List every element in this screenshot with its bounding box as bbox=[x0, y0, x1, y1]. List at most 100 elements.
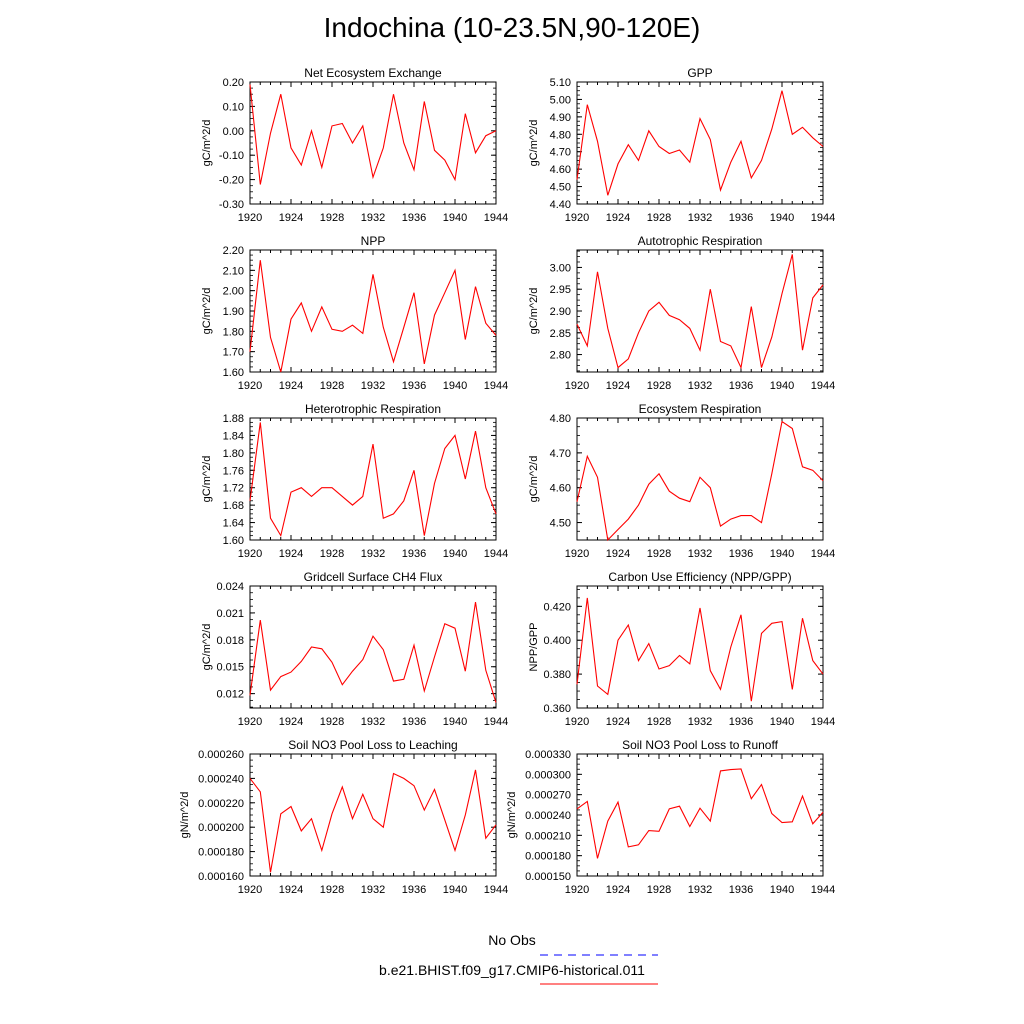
y-tick-label: 1.72 bbox=[223, 483, 244, 495]
plot-frame bbox=[249, 753, 497, 877]
x-tick-label: 1936 bbox=[729, 380, 753, 392]
page-title: Indochina (10-23.5N,90-120E) bbox=[323, 12, 701, 43]
plot-frame bbox=[249, 249, 497, 373]
y-tick-label: 2.90 bbox=[550, 306, 571, 318]
series-line bbox=[249, 602, 497, 703]
chart-title: Ecosystem Respiration bbox=[639, 402, 762, 416]
chart-title: Carbon Use Efficiency (NPP/GPP) bbox=[608, 570, 791, 584]
chart-panel-3: 1920 1924 1928 1932 1936 1940 1944 2.20 2.10 2.00… bbox=[201, 234, 508, 392]
x-tick-label: 1932 bbox=[361, 884, 385, 896]
plot-frame bbox=[576, 753, 824, 877]
plot-frame bbox=[249, 81, 497, 205]
x-tick-label: 1924 bbox=[279, 212, 303, 224]
y-tick-label: 0.000240 bbox=[525, 810, 571, 822]
chart-title: Gridcell Surface CH4 Flux bbox=[304, 570, 443, 584]
x-tick-label: 1920 bbox=[565, 716, 589, 728]
x-tick-label: 1920 bbox=[238, 212, 262, 224]
x-tick-label: 1936 bbox=[402, 884, 426, 896]
y-axis-label: NPP/GPP bbox=[528, 623, 540, 672]
y-tick-label: 0.021 bbox=[216, 608, 244, 620]
y-tick-label: 1.80 bbox=[223, 326, 244, 338]
chart-panel-4: 1920 1924 1928 1932 1936 1940 1944 3.00 2.95 2.90… bbox=[528, 234, 835, 392]
x-tick-label: 1928 bbox=[647, 380, 671, 392]
y-tick-label: 4.80 bbox=[550, 129, 571, 141]
x-tick-label: 1924 bbox=[279, 548, 303, 560]
y-axis-label: gC/m^2/d bbox=[201, 456, 213, 503]
series-line bbox=[249, 260, 497, 373]
y-axis-label: gC/m^2/d bbox=[528, 288, 540, 335]
y-tick-label: 0.000260 bbox=[198, 749, 244, 761]
y-tick-label: 0.420 bbox=[543, 601, 571, 613]
series-line bbox=[576, 90, 824, 196]
y-tick-label: 0.000300 bbox=[525, 769, 571, 781]
y-tick-label: 4.80 bbox=[550, 413, 571, 425]
x-tick-label: 1940 bbox=[770, 548, 794, 560]
y-tick-label: -0.30 bbox=[219, 199, 244, 211]
y-tick-label: 0.360 bbox=[543, 703, 571, 715]
x-tick-label: 1924 bbox=[606, 884, 630, 896]
x-tick-label: 1932 bbox=[688, 548, 712, 560]
y-tick-label: 4.90 bbox=[550, 112, 571, 124]
chart-title: Net Ecosystem Exchange bbox=[304, 66, 442, 80]
series-line bbox=[576, 420, 824, 542]
x-tick-label: 1920 bbox=[238, 716, 262, 728]
series-line bbox=[576, 254, 824, 370]
x-tick-label: 1924 bbox=[606, 380, 630, 392]
x-tick-label: 1940 bbox=[443, 212, 467, 224]
x-tick-label: 1940 bbox=[770, 212, 794, 224]
y-tick-label: 1.84 bbox=[223, 430, 244, 442]
x-tick-label: 1940 bbox=[443, 548, 467, 560]
x-tick-label: 1940 bbox=[443, 716, 467, 728]
y-tick-label: 0.000270 bbox=[525, 790, 571, 802]
y-axis-label: gC/m^2/d bbox=[528, 120, 540, 167]
x-tick-label: 1944 bbox=[811, 380, 835, 392]
chart-panel-8: 1920 1924 1928 1932 1936 1940 1944 0.420 0.400 0.… bbox=[528, 570, 835, 728]
y-tick-label: 1.76 bbox=[223, 465, 244, 477]
series-line bbox=[249, 84, 497, 185]
y-axis-label: gN/m^2/d bbox=[179, 792, 191, 839]
series-line bbox=[576, 768, 824, 859]
y-tick-label: 0.400 bbox=[543, 635, 571, 647]
x-tick-label: 1940 bbox=[770, 716, 794, 728]
y-tick-label: 0.000240 bbox=[198, 773, 244, 785]
x-tick-label: 1944 bbox=[811, 212, 835, 224]
chart-panel-1: 1920 1924 1928 1932 1936 1940 1944 0.20 0.10 0.00… bbox=[201, 66, 508, 224]
x-tick-label: 1928 bbox=[647, 884, 671, 896]
y-tick-label: 1.60 bbox=[223, 535, 244, 547]
x-tick-label: 1924 bbox=[606, 548, 630, 560]
x-tick-label: 1928 bbox=[320, 884, 344, 896]
chart-title: Soil NO3 Pool Loss to Runoff bbox=[622, 738, 779, 752]
y-tick-label: 1.68 bbox=[223, 500, 244, 512]
y-tick-label: 4.60 bbox=[550, 483, 571, 495]
y-tick-label: 2.85 bbox=[550, 328, 571, 340]
x-tick-label: 1944 bbox=[484, 548, 508, 560]
y-tick-label: -0.10 bbox=[219, 150, 244, 162]
x-tick-label: 1920 bbox=[565, 380, 589, 392]
y-tick-label: 2.95 bbox=[550, 284, 571, 296]
x-tick-label: 1936 bbox=[729, 716, 753, 728]
y-axis-label: gC/m^2/d bbox=[528, 456, 540, 503]
x-tick-label: 1936 bbox=[729, 212, 753, 224]
x-tick-label: 1940 bbox=[443, 884, 467, 896]
x-tick-label: 1928 bbox=[320, 380, 344, 392]
y-tick-label: 2.20 bbox=[223, 245, 244, 257]
y-tick-label: 0.00 bbox=[223, 126, 244, 138]
plot-frame bbox=[249, 417, 497, 541]
x-tick-label: 1928 bbox=[320, 212, 344, 224]
x-tick-label: 1924 bbox=[279, 716, 303, 728]
x-tick-label: 1920 bbox=[565, 884, 589, 896]
y-tick-label: 0.000210 bbox=[525, 830, 571, 842]
y-tick-label: 0.000180 bbox=[525, 851, 571, 863]
x-tick-label: 1940 bbox=[770, 380, 794, 392]
x-tick-label: 1924 bbox=[279, 380, 303, 392]
y-tick-label: 0.000160 bbox=[198, 871, 244, 883]
y-axis-label: gC/m^2/d bbox=[201, 120, 213, 167]
x-tick-label: 1932 bbox=[361, 716, 385, 728]
y-tick-label: 0.000220 bbox=[198, 798, 244, 810]
x-tick-label: 1928 bbox=[647, 212, 671, 224]
y-tick-label: 0.012 bbox=[216, 689, 244, 701]
x-tick-label: 1944 bbox=[484, 212, 508, 224]
legend-label-no-obs: No Obs bbox=[488, 932, 536, 948]
x-tick-label: 1944 bbox=[811, 716, 835, 728]
